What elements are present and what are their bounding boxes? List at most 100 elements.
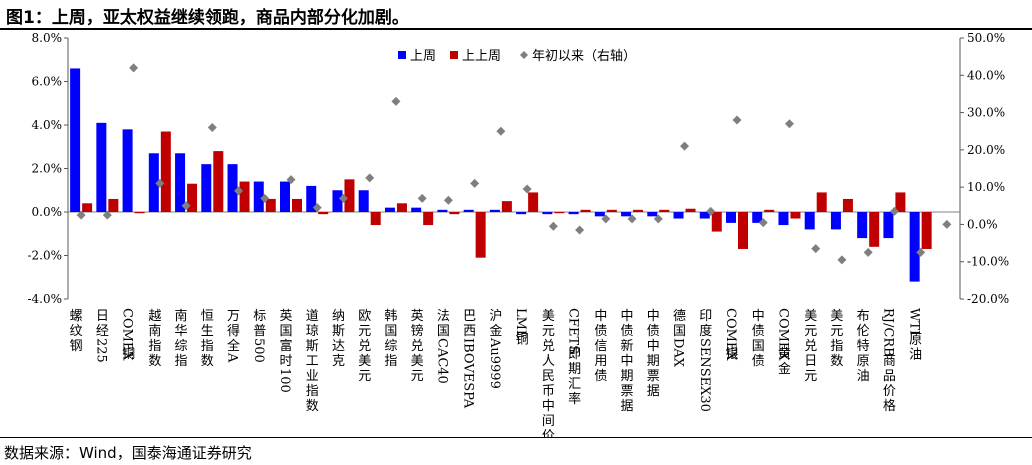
category-label-char: 铜: [122, 347, 135, 362]
category-label-part: IBOVESPA: [461, 338, 476, 409]
category-label-char: 布: [857, 309, 870, 324]
category-label-char: 巴: [463, 309, 476, 324]
category-label-char: 国: [279, 324, 292, 339]
y-right-tick-label: 50.0%: [967, 31, 1005, 45]
category-label-char: 得: [227, 323, 240, 339]
category-label-char: 南: [175, 308, 188, 324]
legend-label: 年初以来（右轴）: [532, 49, 636, 64]
ytd-point: [260, 193, 270, 203]
bar-last-week: [542, 212, 553, 215]
bar-week-before: [921, 212, 932, 249]
category-label-char: 黄: [778, 347, 791, 362]
category-label-char: 镑: [411, 323, 424, 339]
category-label-char: 克: [332, 354, 345, 369]
bar-last-week: [306, 185, 317, 212]
bar-week-before: [764, 209, 775, 212]
category-label-char: 钢: [70, 339, 83, 354]
bar-last-week: [437, 209, 448, 212]
category-label-char: 品: [883, 369, 896, 384]
bar-last-week: [830, 212, 841, 230]
bar-week-before: [344, 179, 355, 212]
ytd-point: [863, 247, 873, 257]
ytd-point: [732, 115, 742, 125]
y-right-tick-label: 0.0%: [967, 217, 998, 231]
ytd-point: [522, 184, 532, 194]
category-label-char: 工: [306, 354, 319, 369]
bar-week-before: [842, 198, 853, 212]
bar-week-before: [895, 192, 906, 212]
category-label-char: 债: [594, 369, 607, 384]
bar-last-week: [358, 190, 369, 212]
category-label-char: 商: [883, 354, 896, 369]
category-label-char: 票: [621, 384, 634, 399]
category-label-char: 期: [568, 362, 581, 377]
category-label-part: LME: [513, 308, 528, 339]
bar-week-before: [685, 208, 696, 212]
bar-week-before: [501, 201, 512, 212]
category-label-char: 中: [621, 354, 634, 369]
bar-week-before: [370, 212, 381, 226]
y-right-tick-label: 10.0%: [967, 180, 1005, 194]
ytd-point: [811, 244, 821, 254]
ytd-point: [102, 210, 112, 220]
category-label-char: 日: [96, 309, 109, 324]
category-label-char: 据: [621, 399, 634, 414]
ytd-point: [286, 175, 296, 185]
ytd-point: [916, 247, 926, 257]
category-label-char: 美: [830, 309, 843, 324]
category-label-char: 国: [673, 324, 686, 339]
category-label-char: 人: [542, 354, 555, 369]
y-right-tick-label: 20.0%: [967, 143, 1005, 157]
source-rule: [0, 437, 1032, 438]
bar-week-before: [475, 212, 486, 258]
bar-week-before: [423, 212, 434, 226]
category-label-char: 中: [647, 309, 660, 324]
bar-last-week: [778, 212, 789, 226]
bar-week-before: [187, 183, 198, 212]
bar-chart: -4.0% -2.0% 0.0% 2.0% 4.0% 6.0% 8.0% -20.0% -10.…: [27, 31, 1009, 437]
bar-last-week: [280, 181, 290, 212]
category-label-char: 德: [673, 309, 686, 324]
category-label-part: RJ/CRB: [880, 308, 895, 357]
category-label-char: 越: [148, 309, 161, 324]
ytd-point: [234, 186, 244, 196]
category-label-char: 指: [201, 339, 214, 354]
category-label-char: 国: [437, 324, 450, 339]
bar-week-before: [449, 212, 460, 215]
bar-week-before: [633, 209, 644, 212]
category-label-char: 金: [778, 361, 791, 377]
legend: 上周 上上周 年初以来（右轴）: [398, 49, 636, 64]
category-label-char: 中: [542, 399, 555, 414]
ytd-point: [443, 195, 453, 205]
category-label-char: 美: [358, 354, 371, 369]
bar-week-before: [213, 151, 224, 212]
category-label-char: 元: [358, 369, 371, 384]
category-label-char: 汇: [568, 377, 581, 392]
category-label-char: 数: [148, 354, 161, 369]
bar-last-week: [857, 212, 868, 239]
category-label-char: 票: [647, 369, 660, 384]
category-label-char: 元: [542, 324, 555, 339]
bar-week-before: [292, 198, 302, 212]
category-label-char: 业: [306, 369, 319, 384]
category-label-char: 时: [279, 354, 292, 369]
bar-last-week: [516, 212, 527, 215]
category-label-char: 斯: [332, 324, 345, 339]
ytd-point: [207, 122, 217, 132]
category-label-char: 普: [253, 324, 266, 339]
bar-week-before: [711, 212, 722, 232]
category-label-char: 螺: [70, 309, 83, 324]
category-label-part: COMEX: [723, 308, 738, 361]
